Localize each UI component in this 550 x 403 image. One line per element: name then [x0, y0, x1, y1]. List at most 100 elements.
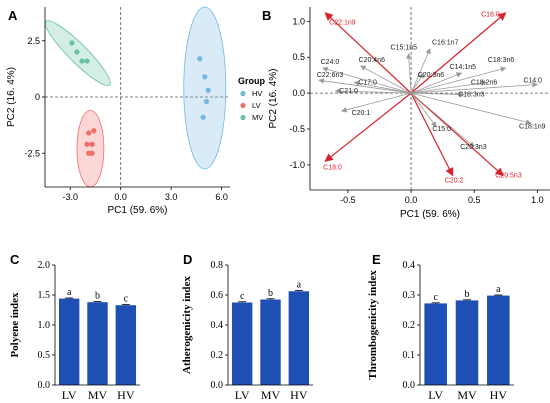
significance-letter: c: [240, 291, 245, 302]
panel-letter-d: D: [183, 252, 192, 267]
y-tick-label: -1.0: [289, 160, 305, 170]
point-MV-1: [74, 49, 80, 55]
x-tick-label: MV: [88, 388, 108, 402]
legend-marker-LV: [240, 102, 246, 109]
y-tick-label: 0.1: [403, 350, 416, 361]
significance-letter: a: [67, 287, 72, 298]
vector-label: C15:1n5: [391, 45, 418, 52]
vector-label: C18:0: [323, 164, 342, 171]
legend-label-HV: HV: [252, 89, 262, 98]
loading-vector: [360, 65, 412, 94]
point-HV-2: [205, 87, 211, 93]
loading-vector: [410, 72, 425, 94]
point-LV-3: [84, 141, 90, 147]
y-tick-label: -0.5: [289, 124, 305, 134]
point-LV-0: [91, 128, 97, 134]
loading-vector: [410, 92, 454, 177]
point-HV-0: [197, 56, 203, 62]
x-tick-label: 6.0: [215, 192, 228, 202]
loading-vector: [411, 91, 465, 98]
bar-LV: [424, 303, 447, 385]
vector-label: C17:0: [358, 79, 377, 86]
y-tick-label: 0.4: [403, 260, 416, 271]
bar-HV: [288, 291, 310, 385]
y-tick-label: 0.0: [292, 88, 305, 98]
loading-vector: [410, 92, 504, 177]
vector-label: C20:2: [445, 178, 464, 185]
panel-letter-a: A: [8, 8, 18, 23]
vector-label: C16:0: [481, 12, 500, 19]
panel-d: Dc LV b MV a HV 0.0 0.2 0.4 0.6 0.8 Atherogenicity …: [181, 252, 313, 402]
legend-label-LV: LV: [252, 101, 261, 110]
y-tick-label: 0.5: [38, 350, 51, 361]
y-tick-label: 0.4: [211, 320, 224, 331]
y-axis-label: Polyene index: [9, 292, 21, 358]
y-tick-label: 0.8: [211, 260, 224, 271]
loading-vector: [410, 92, 475, 148]
y-tick-label: 0.0: [403, 380, 416, 391]
y-axis-label: Atherogenicity index: [181, 276, 193, 374]
x-tick-label: HV: [117, 388, 135, 402]
y-tick-label: 1.5: [38, 290, 51, 301]
significance-letter: c: [433, 292, 438, 303]
bar-LV: [58, 298, 80, 385]
panel-b: B C22:1n9 C16:0 C18:0 C20:2 C20:5n3 C16:1n7 C15…: [262, 7, 550, 220]
y-axis-label: PC2 (16. 4%): [6, 67, 17, 127]
significance-letter: a: [496, 284, 501, 295]
vector-label: C20:4n6: [359, 57, 386, 64]
panel-letter-b: B: [262, 8, 271, 23]
x-tick-label: LV: [428, 388, 443, 402]
vector-label: C20:5n3: [495, 173, 522, 180]
ellipse-LV: [76, 110, 105, 188]
vector-label: C15:0: [432, 126, 451, 133]
legend-title: Group: [238, 76, 265, 86]
y-tick-label: 0.5: [292, 52, 305, 62]
x-tick-label: 0.0: [405, 195, 418, 205]
x-tick-label: MV: [457, 388, 477, 402]
loading-vector: [410, 92, 437, 128]
panel-letter-e: E: [372, 252, 381, 267]
point-HV-3: [203, 98, 210, 105]
x-tick-label: 0.0: [114, 192, 127, 202]
point-MV-2: [79, 58, 85, 64]
panel-e: Ec LV b MV a HV 0.0 0.1 0.2 0.3 0.4 Thrombogenicity…: [367, 252, 514, 402]
loading-vector: [410, 12, 507, 94]
loading-vector: [410, 66, 507, 94]
y-tick-label: 0.0: [38, 380, 51, 391]
bar-MV: [260, 299, 281, 385]
y-tick-label: 2.0: [38, 260, 51, 271]
y-tick-label: 0.2: [403, 320, 416, 331]
y-tick-label: 2.5: [27, 36, 40, 46]
loading-vector: [410, 80, 488, 94]
loading-vector: [410, 72, 463, 94]
point-LV-5: [86, 150, 92, 156]
y-tick-label: -2.5: [24, 148, 40, 158]
vector-label: C20:1: [352, 110, 371, 117]
loading-vector: [334, 88, 412, 94]
vector-label: C18:2n6: [471, 79, 498, 86]
legend-marker-HV: [240, 90, 246, 97]
significance-letter: b: [95, 291, 100, 302]
x-axis-label: PC1 (59. 6%): [107, 205, 167, 216]
loading-vector: [410, 92, 532, 125]
point-LV-1: [86, 130, 92, 136]
point-LV-2: [89, 141, 95, 147]
x-tick-label: MV: [261, 388, 281, 402]
loading-vector: [341, 92, 412, 113]
x-tick-label: HV: [290, 388, 308, 402]
x-tick-label: -0.5: [340, 195, 356, 205]
vector-label: C18:1n9: [519, 123, 546, 130]
bar-MV: [455, 300, 479, 385]
loading-vector: [411, 82, 538, 94]
significance-letter: b: [465, 289, 470, 300]
point-HV-4: [200, 114, 206, 120]
vector-label: C21:0: [339, 88, 358, 95]
y-axis-label: Thrombogenicity index: [367, 270, 379, 380]
y-axis-label: PC2 (16. 4%): [268, 68, 279, 128]
legend-label-MV: MV: [252, 113, 263, 122]
vector-label: C16:1n7: [432, 40, 459, 47]
y-tick-label: 0.0: [211, 380, 224, 391]
y-tick-label: 1.0: [38, 320, 51, 331]
x-tick-label: HV: [490, 388, 508, 402]
